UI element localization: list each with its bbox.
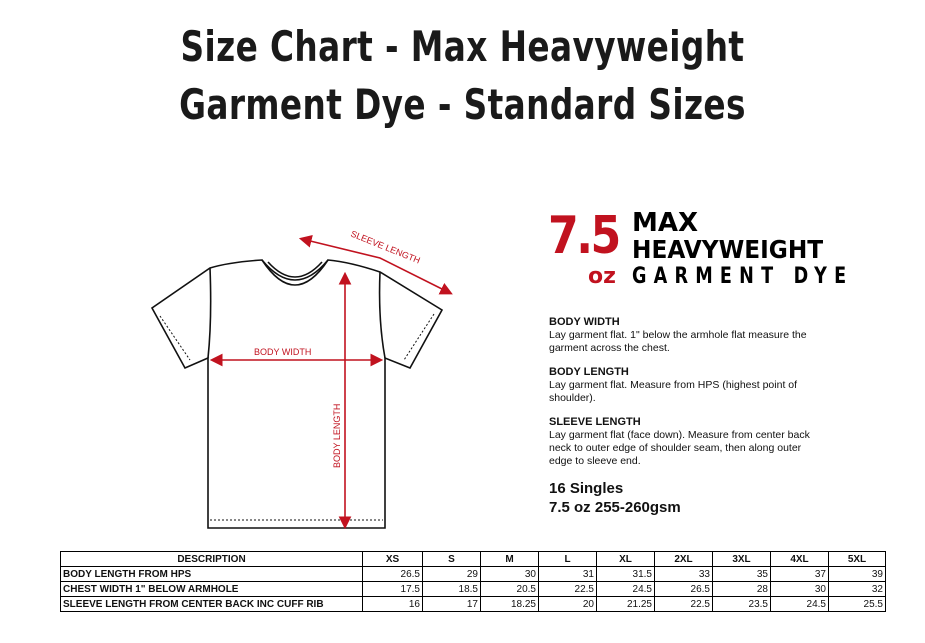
size-value: 22.5: [654, 596, 713, 612]
instruction-text: Lay garment flat. Measure from HPS (high…: [549, 379, 798, 404]
instruction-heading: BODY LENGTH: [549, 366, 629, 378]
size-value: 39: [828, 566, 886, 582]
row-description: BODY LENGTH FROM HPS: [60, 566, 363, 582]
size-value: 32: [828, 581, 886, 597]
table-header: DESCRIPTION XS S M L XL 2XL 3XL 4XL 5XL: [60, 551, 886, 567]
fabric-weight: 16 Singles 7.5 oz 255-260gsm: [549, 479, 824, 517]
header-cell: XL: [596, 551, 655, 567]
size-value: 24.5: [596, 581, 655, 597]
header-cell: 5XL: [828, 551, 886, 567]
header-cell: S: [422, 551, 481, 567]
right-column: BODY WIDTH Lay garment flat. 1" below the…: [549, 316, 824, 517]
size-value: 30: [770, 581, 829, 597]
size-value: 28: [712, 581, 771, 597]
size-value: 33: [654, 566, 713, 582]
size-value: 31: [538, 566, 597, 582]
size-value: 20: [538, 596, 597, 612]
size-table: DESCRIPTION XS S M L XL 2XL 3XL 4XL 5XL …: [60, 551, 886, 612]
sleeve-length-arrow: [298, 235, 453, 295]
size-value: 29: [422, 566, 481, 582]
header-cell: 2XL: [654, 551, 713, 567]
logo-line2: HEAVYWEIGHT: [632, 235, 824, 264]
page-title-line1: Size Chart - Max Heavyweight: [180, 22, 745, 71]
size-value: 37: [770, 566, 829, 582]
table-row: SLEEVE LENGTH FROM CENTER BACK INC CUFF …: [60, 596, 886, 612]
logo-weight-unit: oz: [588, 264, 616, 289]
row-description: SLEEVE LENGTH FROM CENTER BACK INC CUFF …: [60, 596, 363, 612]
header-cell: L: [538, 551, 597, 567]
instruction-text: Lay garment flat (face down). Measure fr…: [549, 429, 810, 467]
body-length-label: BODY LENGTH: [332, 404, 342, 468]
size-value: 35: [712, 566, 771, 582]
size-value: 25.5: [828, 596, 886, 612]
size-value: 16: [362, 596, 423, 612]
sleeve-hem-stitching: [159, 313, 435, 361]
size-value: 26.5: [654, 581, 713, 597]
page-title-line2: Garment Dye - Standard Sizes: [179, 80, 746, 129]
size-value: 31.5: [596, 566, 655, 582]
body-width-label: BODY WIDTH: [254, 347, 311, 357]
header-cell: XS: [362, 551, 423, 567]
size-value: 17: [422, 596, 481, 612]
size-value: 17.5: [362, 581, 423, 597]
header-cell: 4XL: [770, 551, 829, 567]
table-row: CHEST WIDTH 1" BELOW ARMHOLE 17.5 18.5 20.5…: [60, 581, 886, 597]
header-cell: 3XL: [712, 551, 771, 567]
instruction-text: Lay garment flat. 1" below the armhole f…: [549, 329, 807, 354]
brand-logo: 7.5 oz MAX HEAVYWEIGHT GARMENT DYE: [548, 210, 868, 292]
header-cell: M: [480, 551, 539, 567]
armhole-seams: [207, 267, 386, 359]
measurement-instructions: BODY WIDTH Lay garment flat. 1" below the…: [549, 316, 824, 468]
fabric-gsm: 7.5 oz 255-260gsm: [549, 499, 681, 516]
size-value: 23.5: [712, 596, 771, 612]
instruction-heading: SLEEVE LENGTH: [549, 416, 641, 428]
size-value: 26.5: [362, 566, 423, 582]
size-value: 18.5: [422, 581, 481, 597]
size-value: 30: [480, 566, 539, 582]
size-value: 24.5: [770, 596, 829, 612]
size-value: 18.25: [480, 596, 539, 612]
collar: [261, 259, 329, 286]
fabric-singles: 16 Singles: [549, 480, 624, 497]
logo-weight-number: 7.5: [548, 206, 621, 266]
size-value: 21.25: [596, 596, 655, 612]
header-cell: DESCRIPTION: [60, 551, 363, 567]
shirt-outline: [150, 259, 444, 529]
logo-line3: GARMENT DYE: [632, 264, 854, 289]
table-row: BODY LENGTH FROM HPS 26.5 29 30 31 31.5 33 35 37…: [60, 566, 886, 582]
size-value: 20.5: [480, 581, 539, 597]
size-value: 22.5: [538, 581, 597, 597]
row-description: CHEST WIDTH 1" BELOW ARMHOLE: [60, 581, 363, 597]
tshirt-diagram: SLEEVE LENGTH BODY WIDTH BODY LENGTH: [150, 229, 453, 530]
instruction-heading: BODY WIDTH: [549, 316, 620, 328]
logo-line1: MAX: [632, 208, 699, 238]
